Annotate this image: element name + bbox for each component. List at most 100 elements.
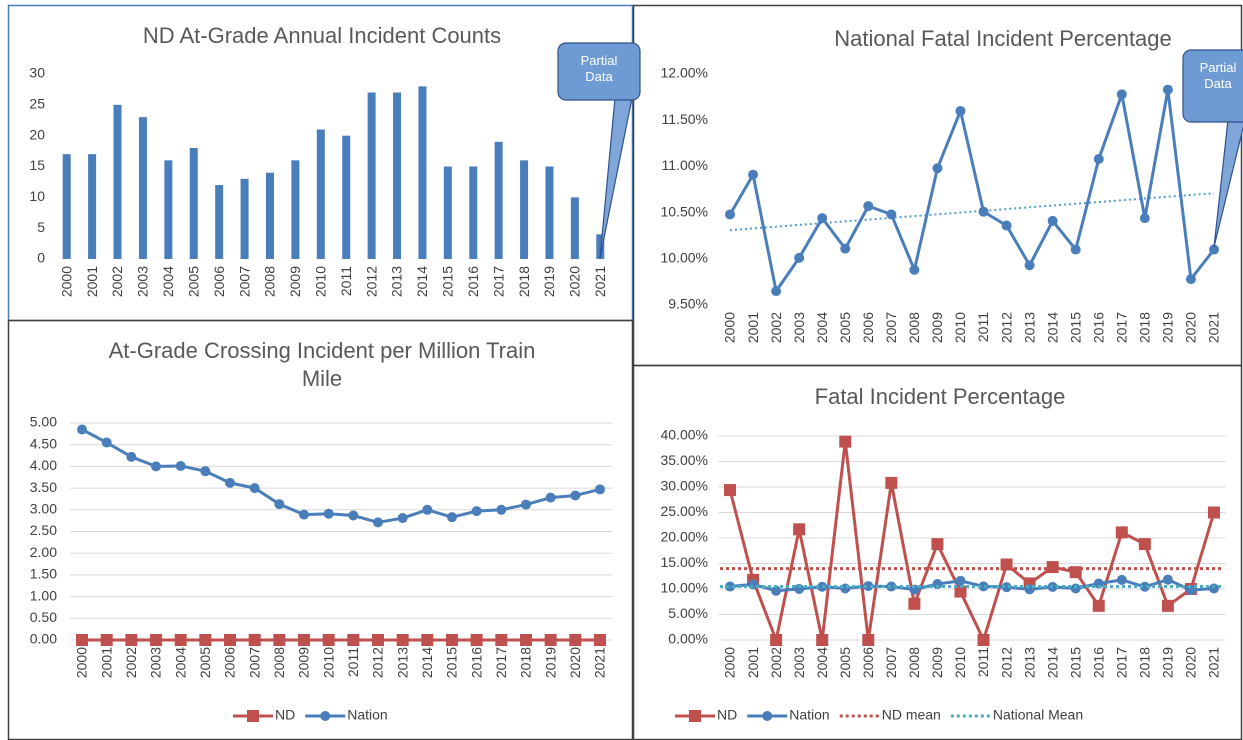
x-tick-label: 2010 (952, 647, 968, 678)
x-tick-label: 2018 (516, 266, 532, 297)
bar (596, 234, 605, 259)
marker (1208, 583, 1219, 594)
marker (1162, 574, 1173, 585)
x-tick-label: 2009 (929, 647, 945, 678)
marker (1070, 583, 1081, 594)
x-tick-label: 2003 (148, 647, 164, 678)
legend-label: ND (717, 707, 737, 723)
marker (771, 585, 782, 596)
x-tick-label: 2012 (363, 266, 379, 297)
x-tick-label: 2006 (222, 647, 238, 678)
marker (978, 206, 989, 217)
y-tick-label: 30.00% (661, 478, 708, 494)
marker (594, 484, 605, 495)
marker (570, 490, 581, 501)
x-tick-label: 2002 (768, 647, 784, 678)
marker (1162, 84, 1173, 95)
x-tick-label: 2016 (465, 266, 481, 297)
chart-title: Fatal Incident Percentage (814, 384, 1066, 409)
y-tick-label: 3.50 (30, 479, 57, 495)
x-tick-label: 2009 (287, 266, 303, 297)
legend-marker (689, 710, 701, 722)
marker (909, 264, 920, 275)
x-tick-label: 2011 (345, 647, 361, 677)
marker (1070, 244, 1081, 255)
marker (794, 583, 805, 594)
bar (113, 104, 122, 259)
bar (469, 166, 478, 259)
marker (76, 634, 89, 646)
y-tick-label: 4.00 (30, 457, 57, 473)
x-tick-label: 2014 (1044, 312, 1060, 343)
marker (771, 286, 782, 297)
marker (1208, 244, 1219, 255)
y-tick-label: 0.50 (30, 609, 57, 625)
marker (1139, 213, 1150, 224)
marker (1001, 582, 1012, 593)
x-tick-label: 2017 (1113, 312, 1129, 343)
marker (347, 634, 360, 646)
marker (931, 538, 944, 551)
legend-label: ND mean (882, 707, 941, 723)
marker (724, 484, 737, 497)
marker (863, 581, 874, 592)
bar (570, 197, 579, 259)
x-tick-label: 2016 (1090, 312, 1106, 343)
marker (150, 634, 163, 646)
marker (372, 517, 383, 528)
bar (316, 129, 325, 259)
y-tick-label: 10.50% (661, 203, 708, 219)
x-tick-label: 2000 (722, 647, 738, 678)
y-tick-label: 25.00% (661, 503, 708, 519)
marker (126, 451, 137, 462)
x-tick-label: 2013 (389, 266, 405, 297)
marker (885, 476, 898, 489)
y-tick-label: 25 (29, 96, 45, 112)
x-tick-label: 2007 (246, 647, 262, 678)
marker (1115, 526, 1128, 539)
marker (125, 634, 138, 646)
bar (215, 185, 224, 259)
bar (189, 148, 198, 259)
y-tick-label: 10 (29, 188, 45, 204)
bar (342, 135, 351, 259)
y-tick-label: 11.00% (662, 157, 708, 173)
x-tick-label: 2013 (394, 647, 410, 678)
x-tick-label: 2004 (172, 647, 188, 678)
x-tick-label: 2004 (160, 266, 176, 297)
x-tick-label: 2007 (883, 312, 899, 343)
x-tick-label: 2004 (814, 647, 830, 678)
marker (175, 460, 186, 471)
bar (520, 160, 529, 259)
x-tick-label: 2020 (1183, 312, 1199, 343)
y-tick-label: 12.00% (661, 65, 708, 81)
marker (794, 252, 805, 263)
marker (725, 209, 736, 220)
bar (494, 141, 503, 259)
marker (1001, 220, 1012, 231)
bar (138, 117, 147, 260)
x-tick-label: 2020 (567, 266, 583, 297)
marker (748, 169, 759, 180)
x-tick-label: 2010 (312, 266, 328, 297)
marker (151, 461, 162, 472)
marker (519, 634, 532, 646)
y-tick-label: 1.50 (30, 566, 57, 582)
y-tick-label: 11.50% (662, 111, 708, 127)
x-tick-label: 2017 (1113, 647, 1129, 678)
bar (240, 178, 249, 259)
marker (863, 201, 874, 212)
callout-pointer (599, 97, 633, 259)
x-tick-label: 2011 (975, 647, 991, 677)
x-tick-label: 2001 (98, 647, 114, 678)
legend-label: National Mean (993, 707, 1083, 723)
marker (520, 499, 531, 510)
marker (100, 634, 113, 646)
x-tick-label: 2012 (998, 312, 1014, 343)
legend-label: Nation (789, 707, 829, 723)
x-tick-label: 2005 (197, 647, 213, 678)
x-tick-label: 2019 (541, 266, 557, 297)
x-tick-label: 2012 (370, 647, 386, 678)
x-tick-label: 2008 (262, 266, 278, 297)
marker (544, 634, 557, 646)
